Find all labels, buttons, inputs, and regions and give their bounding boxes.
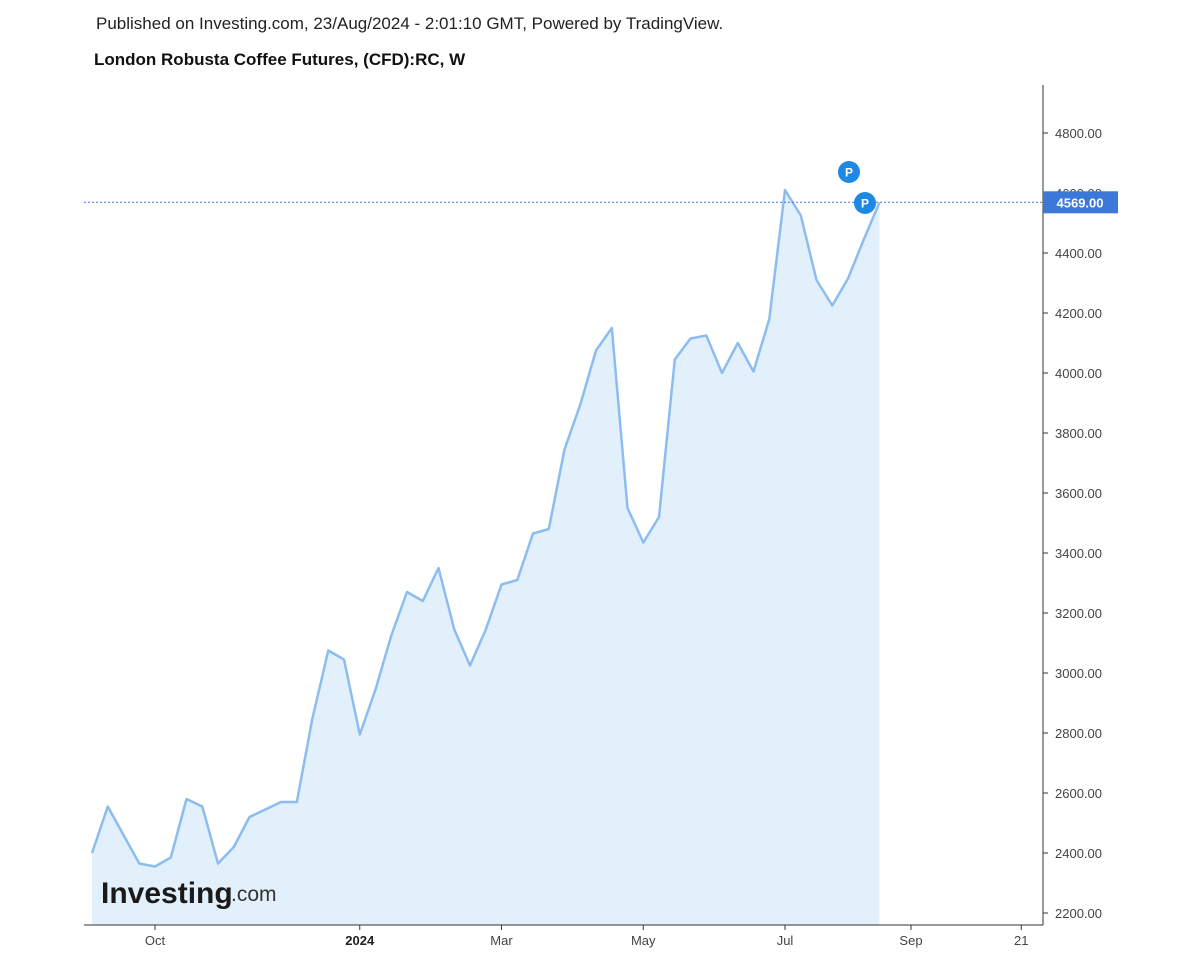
x-tick-label: 21 — [1014, 933, 1028, 948]
y-tick-label: 3200.00 — [1055, 606, 1102, 621]
event-marker-circle — [854, 192, 876, 214]
y-tick-label: 2200.00 — [1055, 906, 1102, 921]
y-tick-label: 4200.00 — [1055, 306, 1102, 321]
event-markers[interactable]: PP — [838, 161, 876, 214]
y-tick-label: 3800.00 — [1055, 426, 1102, 441]
x-tick-label: May — [631, 933, 656, 948]
axis-layer — [84, 85, 1044, 926]
y-tick-label: 2800.00 — [1055, 726, 1102, 741]
chart-title: London Robusta Coffee Futures, (CFD):RC,… — [94, 50, 466, 69]
event-marker[interactable]: P — [854, 192, 876, 214]
price-area-fill — [92, 190, 880, 925]
y-tick-label: 4000.00 — [1055, 366, 1102, 381]
y-tick-label: 4400.00 — [1055, 246, 1102, 261]
event-marker[interactable]: P — [838, 161, 860, 183]
x-tick-label: Mar — [490, 933, 513, 948]
y-axis-ticks: 2200.00 2400.00 2600.00 2800.00 3000.00 3200.… — [1043, 126, 1102, 921]
y-tick-label: 3400.00 — [1055, 546, 1102, 561]
published-info: Published on Investing.com, 23/Aug/2024 … — [96, 14, 724, 33]
investing-logo: Investing .com — [101, 877, 277, 910]
x-axis-ticks: Oct 2024 Mar May Jul Sep 21 — [145, 925, 1028, 948]
x-tick-label: 2024 — [345, 933, 375, 948]
event-marker-circle — [838, 161, 860, 183]
x-tick-label: Sep — [899, 933, 922, 948]
logo-brand: Investing — [101, 877, 233, 910]
last-price-badge — [1043, 191, 1118, 214]
y-tick-label: 2600.00 — [1055, 786, 1102, 801]
last-price-label: 4569.00 — [1057, 195, 1104, 210]
event-marker-label: P — [861, 197, 869, 211]
y-tick-label: 3600.00 — [1055, 486, 1102, 501]
area-layer — [90, 188, 881, 925]
x-tick-label: Jul — [777, 933, 794, 948]
event-marker-label: P — [845, 166, 853, 180]
y-tick-label: 4800.00 — [1055, 126, 1102, 141]
x-tick-label: Oct — [145, 933, 166, 948]
y-tick-label: 2400.00 — [1055, 846, 1102, 861]
price-line — [90, 188, 881, 868]
y-tick-label: 3000.00 — [1055, 666, 1102, 681]
logo-suffix: .com — [231, 883, 277, 906]
last-price-indicator: 4569.00 — [84, 191, 1118, 214]
